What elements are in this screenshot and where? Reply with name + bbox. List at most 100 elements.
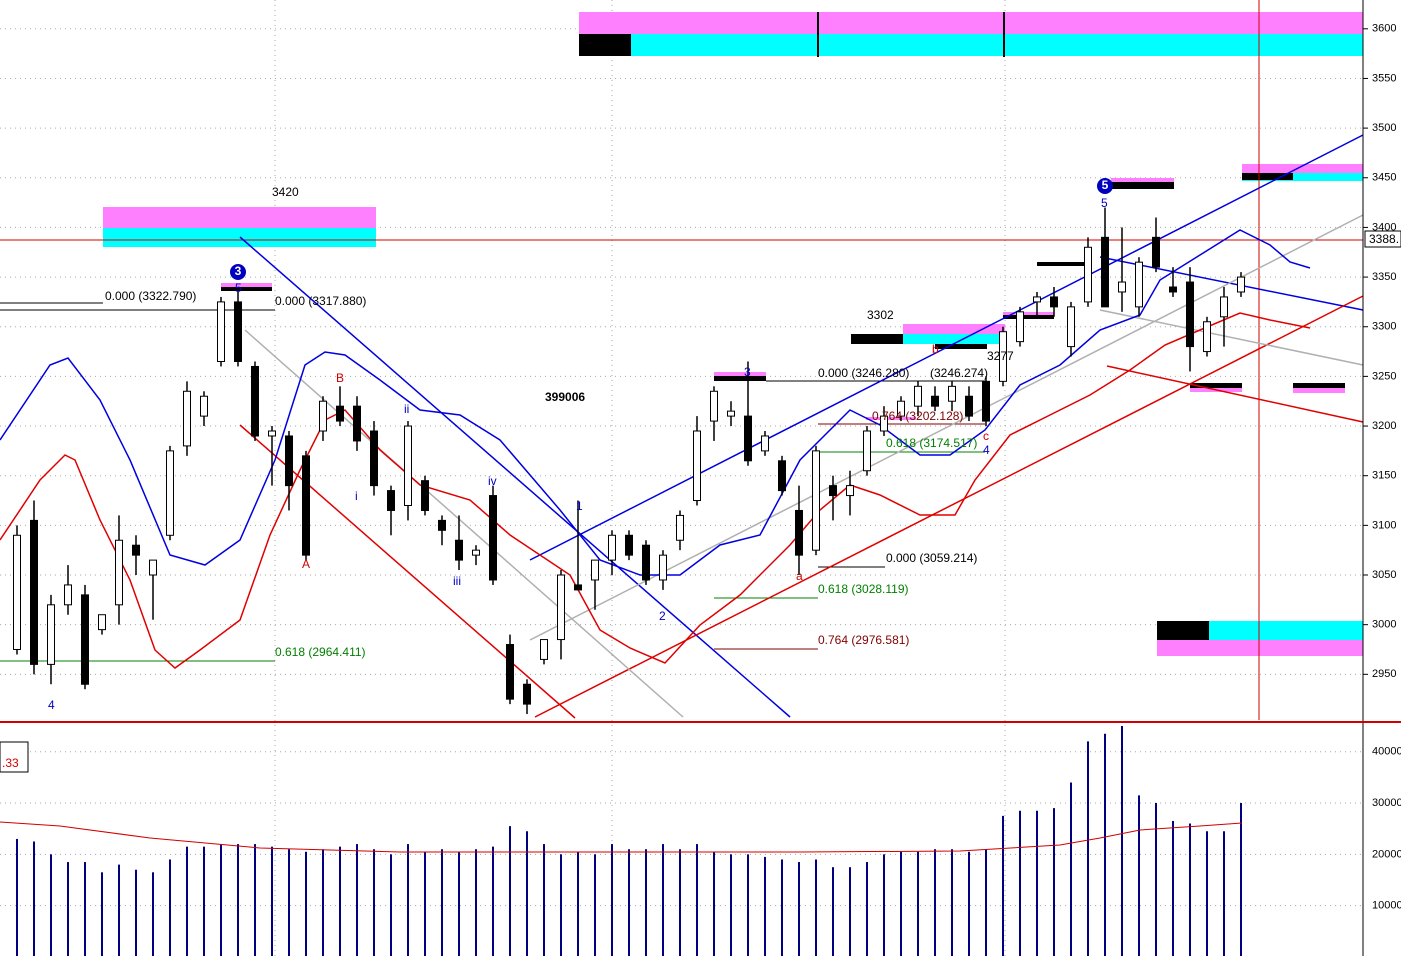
candle-body	[506, 644, 514, 700]
candle-body	[472, 549, 480, 556]
annotation: 2	[659, 609, 666, 623]
candle-body	[965, 395, 973, 417]
candle-body	[115, 539, 123, 606]
candle-body	[1067, 306, 1075, 348]
y-tick-label: 3400	[1372, 221, 1396, 233]
candle-body	[982, 380, 990, 422]
labels: 2950300030503100315032003250330033503400…	[2, 23, 1401, 912]
annotation: 3420	[272, 185, 299, 199]
candle-body	[268, 430, 276, 437]
candle-body	[421, 480, 429, 511]
annotation: 3	[235, 264, 242, 278]
candle-body	[1220, 296, 1228, 318]
candle-body	[948, 385, 956, 402]
candle-body	[880, 415, 888, 432]
annotation: 5	[1102, 178, 1109, 192]
y-tick-label: 3100	[1372, 519, 1396, 531]
y-tick-label: 3250	[1372, 370, 1396, 382]
candle-body	[149, 559, 157, 576]
annotation: 0.618 (3028.119)	[818, 582, 909, 596]
candle-body	[132, 544, 140, 556]
annotation: 0.000 (3317.880)	[275, 294, 366, 308]
y-tick-label: 3000	[1372, 619, 1396, 631]
candle-body	[829, 485, 837, 497]
candle-body	[591, 559, 599, 581]
candle-body	[1169, 286, 1177, 293]
y-tick-label: 3150	[1372, 470, 1396, 482]
annotation: 5	[1101, 196, 1108, 210]
candle-body	[863, 430, 871, 472]
candle-body	[1186, 281, 1194, 348]
annotation: i	[355, 489, 358, 503]
annotation: 0.764 (2976.581)	[818, 633, 909, 647]
annotation: iii	[453, 574, 461, 588]
candle-body	[217, 301, 225, 362]
candle-body	[1118, 281, 1126, 293]
volume-average	[0, 821, 1243, 853]
candle-body	[778, 460, 786, 492]
candle-body	[13, 534, 21, 650]
candle-body	[846, 485, 854, 497]
y2-tick-label: 40000	[1372, 746, 1401, 758]
candle-body	[523, 683, 531, 705]
candle-body	[251, 365, 259, 437]
y-tick-label: 2950	[1372, 668, 1396, 680]
candles	[13, 207, 1245, 715]
candle-body	[574, 584, 582, 591]
candle-body	[557, 574, 565, 641]
y-tick-label: 3550	[1372, 72, 1396, 84]
y-tick-label: 3350	[1372, 271, 1396, 283]
annotation: 0.618 (2964.411)	[275, 645, 366, 659]
annotation: 0.000 (3059.214)	[886, 551, 977, 565]
candle-body	[1033, 296, 1041, 303]
annotation: 3277	[987, 349, 1014, 363]
candle-body	[659, 554, 667, 581]
y2-tick-label: 20000	[1372, 848, 1401, 860]
candle-body	[812, 450, 820, 551]
y-tick-label: 3300	[1372, 321, 1396, 333]
y-tick-label: 3500	[1372, 122, 1396, 134]
candle-body	[540, 639, 548, 660]
candle-body	[489, 495, 497, 581]
candle-body	[98, 614, 106, 631]
candle-body	[608, 534, 616, 561]
candle-body	[183, 390, 191, 447]
candle-body	[370, 430, 378, 487]
candle-body	[438, 519, 446, 531]
annotation: 0.618 (3174.517)	[886, 436, 977, 450]
candle-body	[710, 390, 718, 422]
candle-body	[897, 400, 905, 417]
candle-body	[455, 539, 463, 561]
annotation: B	[336, 371, 344, 385]
candle-body	[387, 490, 395, 511]
candle-body	[999, 331, 1007, 382]
candle-body	[319, 400, 327, 432]
annotation: 0.000 (3246.280)	[818, 366, 909, 380]
zones	[103, 12, 1363, 656]
candle-body	[727, 410, 735, 417]
fib-lines	[0, 302, 985, 662]
y-tick-label: 3450	[1372, 172, 1396, 184]
annotation: 0.764 (3202.128)	[872, 409, 963, 423]
candle-body	[200, 395, 208, 417]
candle-body	[1203, 321, 1211, 353]
candle-body	[1050, 296, 1058, 308]
annotation: .33	[2, 756, 19, 770]
trend-lines	[0, 0, 1364, 720]
candle-body	[676, 514, 684, 541]
grid	[0, 28, 1368, 675]
y2-tick-label: 10000	[1372, 900, 1401, 912]
wave-marker	[230, 264, 246, 280]
annotation: a	[796, 569, 803, 583]
candle-body	[914, 385, 922, 407]
annotation: 5	[235, 281, 242, 295]
annotation: b	[932, 342, 939, 356]
y-tick-label: 3600	[1372, 23, 1396, 35]
annotation: 3302	[867, 308, 894, 322]
annotation: 1	[576, 499, 583, 513]
annotation: A	[302, 557, 310, 571]
candle-body	[1101, 236, 1109, 308]
y-tick-label: 3050	[1372, 569, 1396, 581]
